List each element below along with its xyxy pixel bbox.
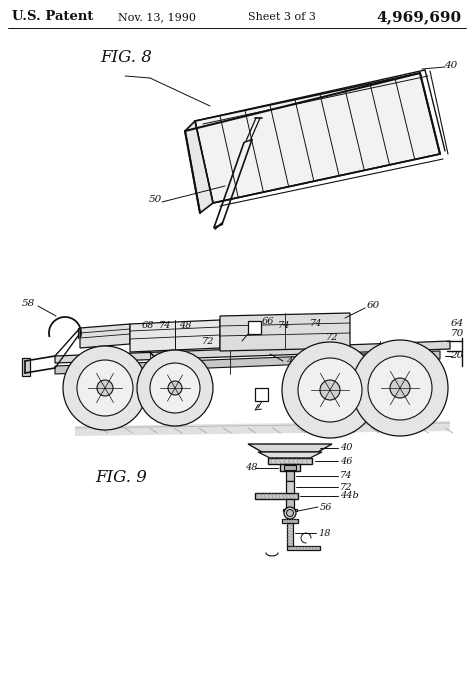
Text: 58: 58 bbox=[21, 299, 35, 308]
Polygon shape bbox=[130, 320, 220, 352]
Polygon shape bbox=[220, 313, 350, 351]
FancyBboxPatch shape bbox=[248, 321, 261, 334]
Circle shape bbox=[282, 342, 378, 438]
Polygon shape bbox=[287, 523, 293, 546]
Polygon shape bbox=[286, 481, 294, 493]
Circle shape bbox=[150, 363, 200, 413]
Polygon shape bbox=[80, 324, 130, 348]
Circle shape bbox=[284, 507, 296, 519]
Text: 48: 48 bbox=[245, 464, 257, 473]
Polygon shape bbox=[75, 421, 450, 436]
Text: 72: 72 bbox=[326, 333, 338, 342]
Polygon shape bbox=[287, 546, 320, 550]
Circle shape bbox=[286, 509, 293, 516]
Text: 44b: 44b bbox=[340, 491, 359, 500]
Text: 72: 72 bbox=[202, 336, 214, 345]
Text: 64: 64 bbox=[450, 319, 464, 328]
Text: U.S. Patent: U.S. Patent bbox=[12, 10, 93, 24]
Circle shape bbox=[320, 380, 340, 400]
Text: 40: 40 bbox=[444, 61, 457, 70]
Text: 66: 66 bbox=[262, 317, 274, 326]
Polygon shape bbox=[284, 465, 296, 470]
Text: 44a: 44a bbox=[91, 413, 109, 422]
Text: 50: 50 bbox=[148, 196, 162, 205]
Polygon shape bbox=[248, 444, 332, 452]
Text: Nov. 13, 1990: Nov. 13, 1990 bbox=[118, 12, 196, 22]
Text: 4,969,690: 4,969,690 bbox=[377, 10, 462, 24]
Polygon shape bbox=[258, 452, 322, 458]
Text: 72: 72 bbox=[340, 482, 353, 491]
Text: 40: 40 bbox=[340, 443, 353, 452]
Text: 56: 56 bbox=[320, 503, 332, 512]
Text: 9: 9 bbox=[251, 323, 258, 332]
Text: 74: 74 bbox=[159, 322, 171, 331]
Text: 9: 9 bbox=[258, 390, 264, 399]
Circle shape bbox=[63, 346, 147, 430]
Circle shape bbox=[77, 360, 133, 416]
Circle shape bbox=[97, 380, 113, 396]
Text: 60: 60 bbox=[366, 301, 380, 310]
Text: 44b: 44b bbox=[286, 356, 304, 365]
Text: 74: 74 bbox=[278, 322, 290, 331]
FancyBboxPatch shape bbox=[255, 388, 268, 401]
Circle shape bbox=[390, 378, 410, 398]
Text: 74: 74 bbox=[340, 471, 353, 480]
Polygon shape bbox=[185, 121, 213, 213]
Text: 46: 46 bbox=[340, 457, 353, 466]
Text: 48: 48 bbox=[179, 322, 191, 331]
Circle shape bbox=[298, 358, 362, 422]
Circle shape bbox=[368, 356, 432, 420]
Circle shape bbox=[137, 350, 213, 426]
Polygon shape bbox=[55, 341, 450, 363]
Polygon shape bbox=[22, 358, 30, 376]
Text: 18: 18 bbox=[178, 377, 191, 386]
Text: 74: 74 bbox=[310, 319, 322, 329]
Polygon shape bbox=[286, 471, 294, 481]
Circle shape bbox=[352, 340, 448, 436]
Circle shape bbox=[168, 381, 182, 395]
Polygon shape bbox=[55, 351, 440, 374]
Text: 70: 70 bbox=[450, 329, 464, 338]
Polygon shape bbox=[195, 73, 440, 203]
Text: FIG. 8: FIG. 8 bbox=[100, 49, 152, 67]
Polygon shape bbox=[282, 519, 298, 523]
Text: 68: 68 bbox=[142, 322, 154, 331]
Text: 20: 20 bbox=[450, 351, 464, 361]
Polygon shape bbox=[280, 464, 300, 471]
Text: FIG. 9: FIG. 9 bbox=[95, 470, 147, 487]
Polygon shape bbox=[283, 509, 297, 511]
Polygon shape bbox=[286, 499, 294, 511]
Polygon shape bbox=[268, 458, 312, 464]
Text: 18: 18 bbox=[318, 528, 330, 537]
Text: Sheet 3 of 3: Sheet 3 of 3 bbox=[248, 12, 316, 22]
Polygon shape bbox=[255, 493, 298, 499]
